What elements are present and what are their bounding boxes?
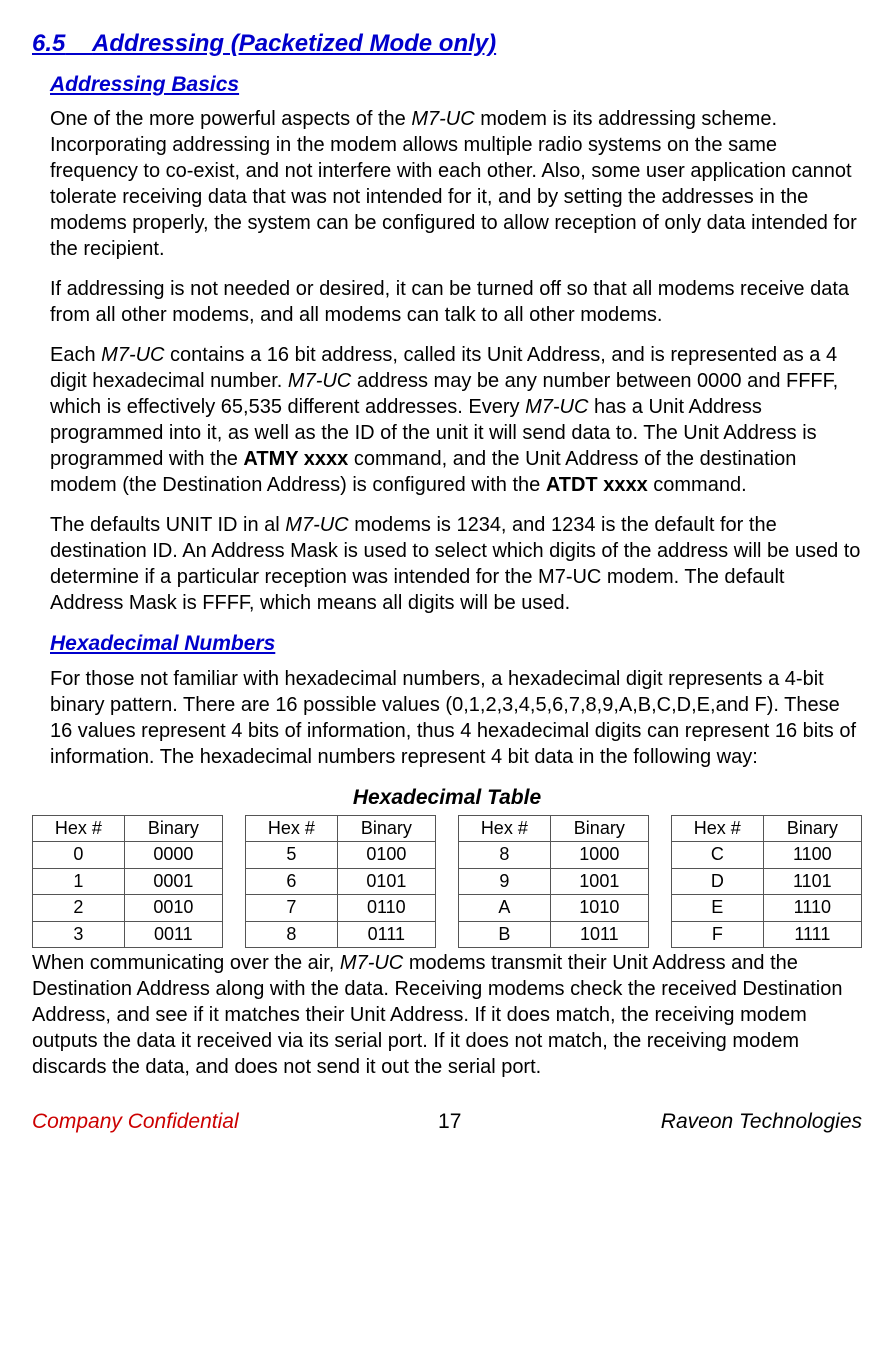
footer-right: Raveon Technologies [661,1108,862,1135]
hex-table: Hex # Binary Hex # Binary Hex # Binary H… [32,815,862,948]
paragraph: When communicating over the air, M7-UC m… [32,950,862,1080]
table-row: 20010 70110 A1010 E1110 [33,895,862,921]
subheading-hex-numbers: Hexadecimal Numbers [50,630,862,657]
command: ATDT xxxx [546,474,648,496]
table-row: 00000 50100 81000 C1100 [33,842,862,868]
paragraph: For those not familiar with hexadecimal … [50,666,862,770]
page-number: 17 [438,1108,461,1135]
modem-name: M7-UC [101,344,164,366]
modem-name: M7-UC [525,396,588,418]
table-header: Binary [124,816,222,842]
section-heading: 6.5 Addressing (Packetized Mode only) [32,28,862,59]
modem-name: M7-UC [340,952,403,974]
table-header: Binary [763,816,861,842]
paragraph: If addressing is not needed or desired, … [50,276,862,328]
table-header: Hex # [33,816,125,842]
modem-name: M7-UC [411,108,474,130]
table-header: Hex # [245,816,337,842]
paragraph: The defaults UNIT ID in al M7-UC modems … [50,512,862,616]
modem-name: M7-UC [285,514,348,536]
footer-left: Company Confidential [32,1108,239,1135]
subheading-addressing-basics: Addressing Basics [50,71,862,98]
page-footer: Company Confidential 17 Raveon Technolog… [32,1108,862,1135]
section-title: Addressing (Packetized Mode only) [92,30,496,57]
table-header: Hex # [671,816,763,842]
paragraph: Each M7-UC contains a 16 bit address, ca… [50,342,862,498]
table-row: 30011 80111 B1011 F1111 [33,921,862,947]
command: ATMY xxxx [243,448,348,470]
table-header: Hex # [458,816,550,842]
table-row: 10001 60101 91001 D1101 [33,868,862,894]
table-header: Binary [337,816,435,842]
table-header-row: Hex # Binary Hex # Binary Hex # Binary H… [33,816,862,842]
paragraph: One of the more powerful aspects of the … [50,106,862,262]
table-caption: Hexadecimal Table [32,784,862,811]
section-number: 6.5 [32,30,65,57]
table-header: Binary [550,816,648,842]
modem-name: M7-UC [288,370,351,392]
